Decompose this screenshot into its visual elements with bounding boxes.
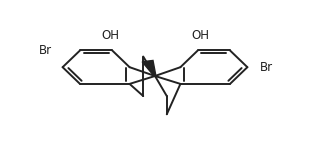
Text: OH: OH: [101, 29, 119, 42]
Text: OH: OH: [191, 29, 209, 42]
Text: Br: Br: [259, 61, 272, 74]
Text: Br: Br: [39, 44, 52, 57]
Polygon shape: [142, 60, 156, 76]
